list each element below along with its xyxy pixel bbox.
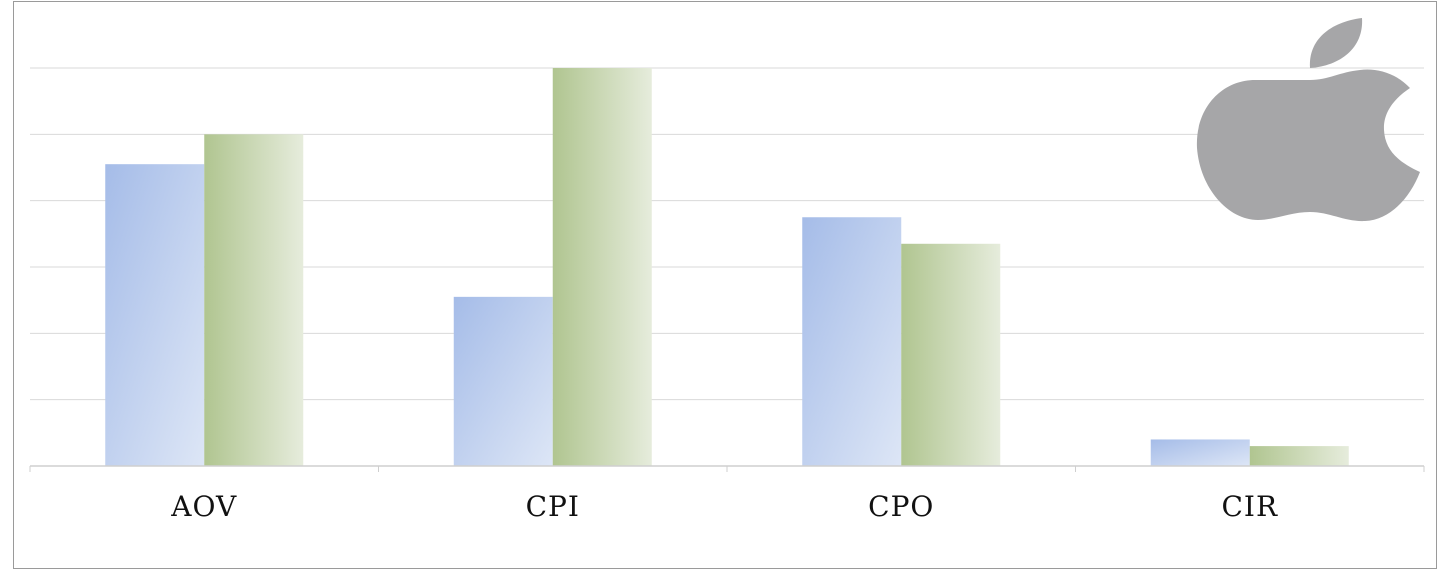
bar-cir-series-1 — [1150, 439, 1250, 466]
bar-cpo-series-2 — [901, 243, 1001, 466]
apple-logo-icon — [1196, 18, 1420, 222]
bar-aov-series-1 — [105, 164, 205, 466]
bar-cpi-series-1 — [453, 296, 553, 466]
category-label: CPO — [868, 490, 934, 523]
x-axis — [29, 465, 1425, 472]
category-label: CIR — [1221, 490, 1278, 523]
category-label: AOV — [170, 490, 237, 523]
category-label: CPI — [526, 490, 580, 523]
bar-cpo-series-1 — [802, 217, 902, 466]
bars — [105, 68, 1349, 467]
bar-aov-series-2 — [204, 134, 304, 467]
category-labels: AOV CPI CPO CIR — [170, 490, 1278, 523]
bar-cir-series-2 — [1249, 446, 1349, 466]
bar-cpi-series-2 — [552, 68, 652, 466]
